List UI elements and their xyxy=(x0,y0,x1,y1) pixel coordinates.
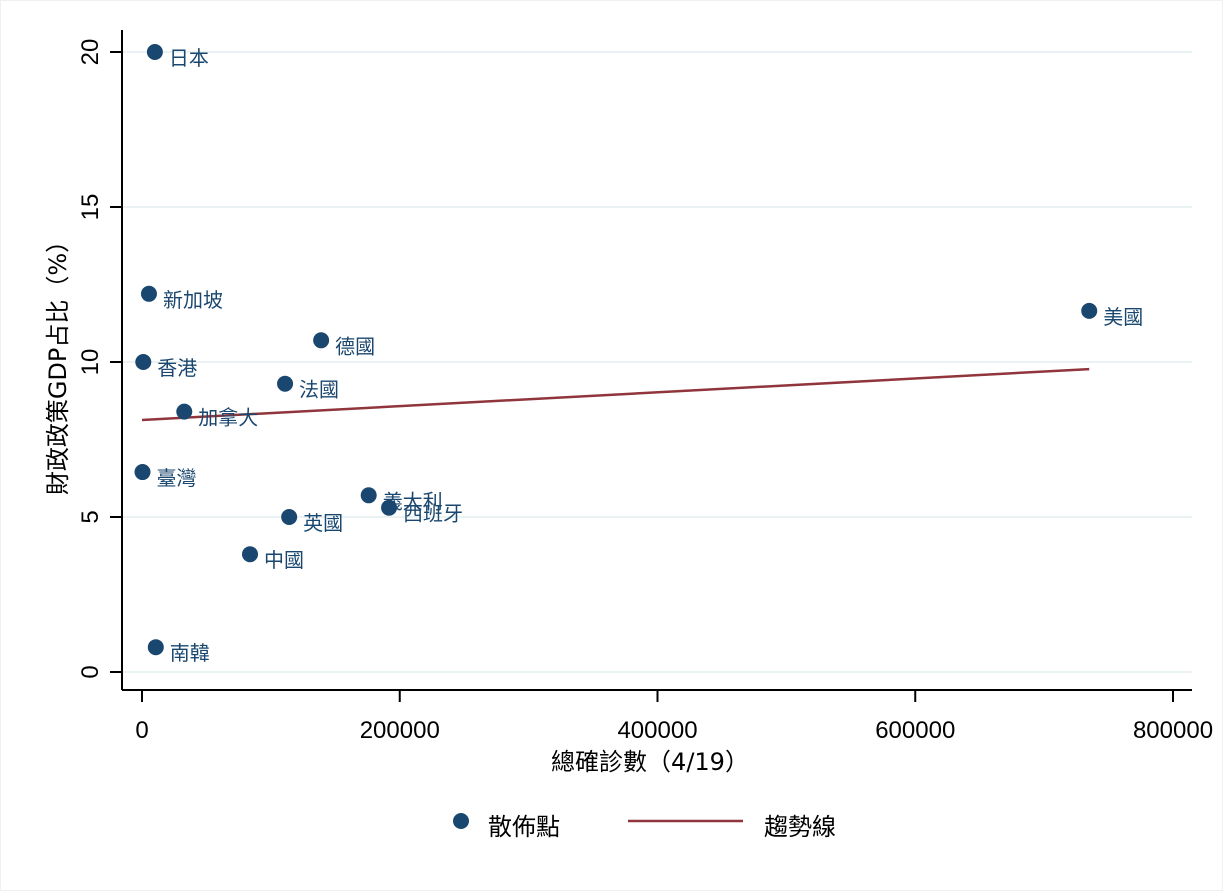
legend-trend-label: 趨勢線 xyxy=(764,813,836,841)
data-point-label: 美國 xyxy=(1103,305,1143,329)
x-tick-label: 600000 xyxy=(875,717,955,744)
axes: 0 5 10 15 20 0 200000 400000 600000 800000 xyxy=(77,30,1213,744)
data-point xyxy=(1081,302,1098,319)
y-axis-title: 財政政策GDP占比（%） xyxy=(44,229,72,495)
y-tick-label: 5 xyxy=(77,510,104,523)
y-tick-label: 10 xyxy=(77,349,104,376)
x-tick-label: 0 xyxy=(135,717,148,744)
data-point xyxy=(360,487,377,504)
x-tick-label: 200000 xyxy=(360,717,440,744)
data-point xyxy=(281,509,298,525)
y-tick-label: 15 xyxy=(77,194,104,221)
data-point xyxy=(135,354,152,370)
data-point-label: 日本 xyxy=(169,46,209,70)
data-point xyxy=(134,464,151,481)
data-point-label: 新加坡 xyxy=(163,288,223,312)
legend: 散佈點 趨勢線 xyxy=(453,813,836,841)
legend-scatter-label: 散佈點 xyxy=(488,813,560,841)
data-point-label: 加拿大 xyxy=(198,406,258,430)
data-point-label: 中國 xyxy=(264,548,304,572)
gridlines xyxy=(122,51,1192,673)
data-point xyxy=(140,285,157,302)
x-tick-label: 800000 xyxy=(1133,717,1213,744)
legend-scatter-symbol xyxy=(453,813,469,829)
data-point xyxy=(241,546,258,563)
data-point xyxy=(176,403,193,420)
x-tick-label: 400000 xyxy=(617,717,697,744)
data-point xyxy=(147,639,164,656)
y-tick-label: 0 xyxy=(77,665,104,678)
data-point-label: 德國 xyxy=(335,334,375,358)
data-point-label: 西班牙 xyxy=(403,502,463,526)
data-point xyxy=(146,44,163,60)
data-point-label: 香港 xyxy=(157,356,197,380)
y-tick-label: 20 xyxy=(77,39,104,66)
trend-line-path xyxy=(141,367,1090,422)
data-point-label: 南韓 xyxy=(170,641,210,665)
data-point xyxy=(381,499,398,516)
trend-line xyxy=(141,367,1090,422)
data-point-label: 臺灣 xyxy=(157,466,197,490)
data-point xyxy=(277,375,294,392)
data-point-label: 法國 xyxy=(299,378,339,402)
x-axis-title: 總確診數（4/19） xyxy=(551,748,749,776)
data-point-label: 英國 xyxy=(303,511,343,535)
data-point xyxy=(313,332,330,349)
